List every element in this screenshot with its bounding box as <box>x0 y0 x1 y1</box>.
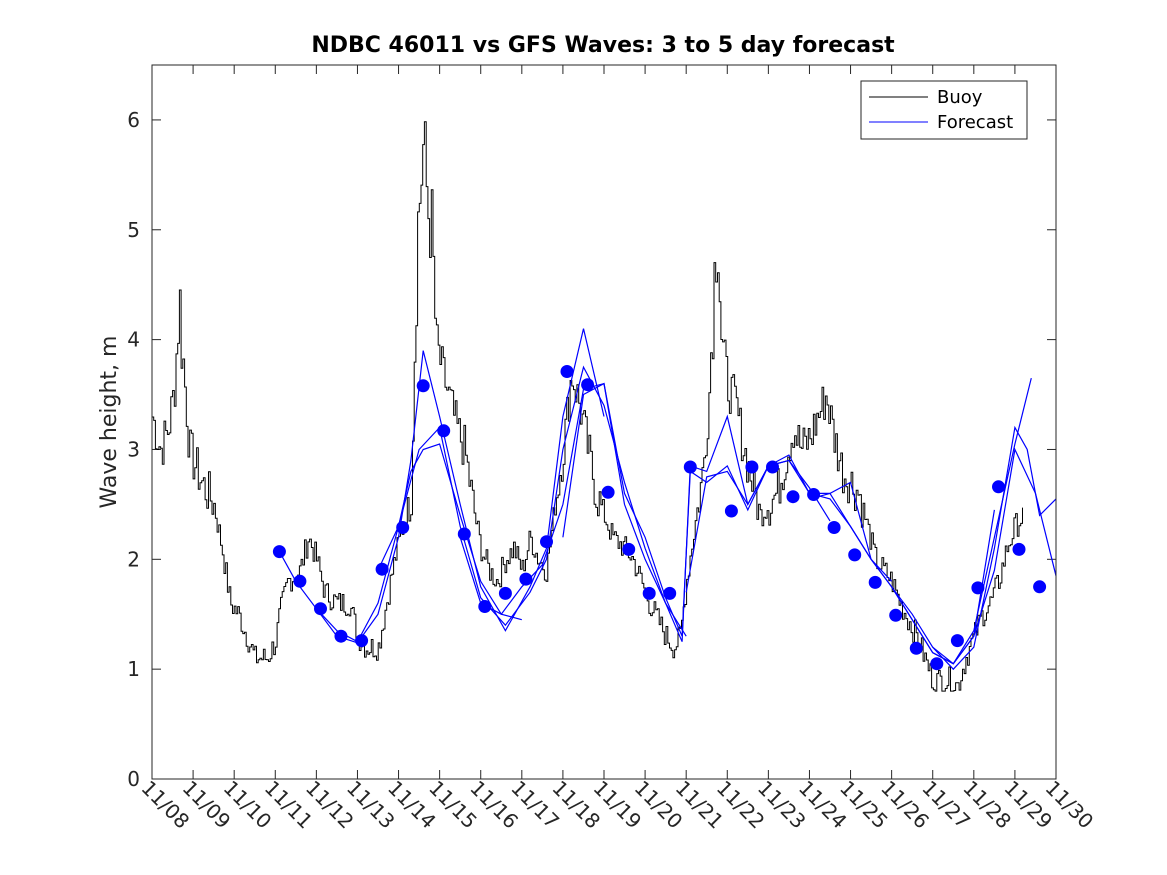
forecast-point <box>909 641 923 655</box>
forecast-point <box>889 608 903 622</box>
forecast-point <box>314 602 327 616</box>
forecast-point <box>498 586 512 600</box>
legend-box <box>860 80 1028 140</box>
forecast-line <box>891 447 1057 665</box>
forecast-point <box>334 629 348 643</box>
forecast-point <box>745 460 759 474</box>
y-tick-label: 4 <box>127 328 140 352</box>
forecast-point <box>355 634 369 648</box>
forecast-point <box>457 527 471 541</box>
forecast-point <box>868 575 882 589</box>
forecast-point <box>848 548 862 562</box>
y-tick-label: 6 <box>127 108 140 132</box>
forecast-point <box>478 600 492 613</box>
forecast-point <box>642 586 656 600</box>
forecast-line <box>315 328 605 644</box>
chart-title: NDBC 46011 vs GFS Waves: 3 to 5 day fore… <box>311 33 895 58</box>
forecast-line <box>562 382 893 642</box>
y-tick-label: 1 <box>127 657 140 681</box>
forecast-point <box>786 490 800 504</box>
axes-ticks <box>151 65 1057 780</box>
forecast-point <box>766 460 779 474</box>
x-tick-label: 11/30 <box>1041 776 1099 834</box>
legend-label-forecast: Forecast <box>937 112 1013 133</box>
forecast-point <box>724 504 738 518</box>
forecast-point <box>930 657 944 671</box>
forecast-point <box>293 574 307 588</box>
forecast-point <box>560 365 574 378</box>
forecast-point <box>827 521 841 534</box>
y-tick-label: 3 <box>127 437 140 461</box>
forecast-point <box>437 424 451 438</box>
forecast-point <box>1033 580 1047 594</box>
y-tick-label: 0 <box>127 767 140 791</box>
forecast-point <box>971 581 985 595</box>
legend-label-buoy: Buoy <box>937 87 983 108</box>
forecast-point <box>272 545 286 559</box>
forecast-point <box>992 480 1005 494</box>
y-tick-label: 2 <box>127 547 140 571</box>
y-axis-label: Wave height, m <box>97 336 122 509</box>
forecast-line <box>932 377 1032 665</box>
forecast-point <box>950 634 964 648</box>
y-tick-label: 5 <box>127 218 140 242</box>
forecast-points <box>272 365 1047 671</box>
forecast-point <box>581 378 595 392</box>
forecast-point <box>540 535 553 549</box>
plot-area <box>152 65 1056 779</box>
forecast-point <box>375 562 389 576</box>
plot-frame <box>151 64 1057 780</box>
forecast-point <box>1012 542 1026 556</box>
forecast-point <box>807 488 821 501</box>
legend: Buoy Forecast <box>860 80 1028 140</box>
forecast-point <box>396 521 410 534</box>
forecast-point <box>416 379 430 393</box>
forecast-point <box>622 542 636 556</box>
forecast-point <box>519 572 533 586</box>
forecast-point <box>601 485 615 499</box>
forecast-point <box>683 460 697 474</box>
forecast-point <box>663 586 677 600</box>
